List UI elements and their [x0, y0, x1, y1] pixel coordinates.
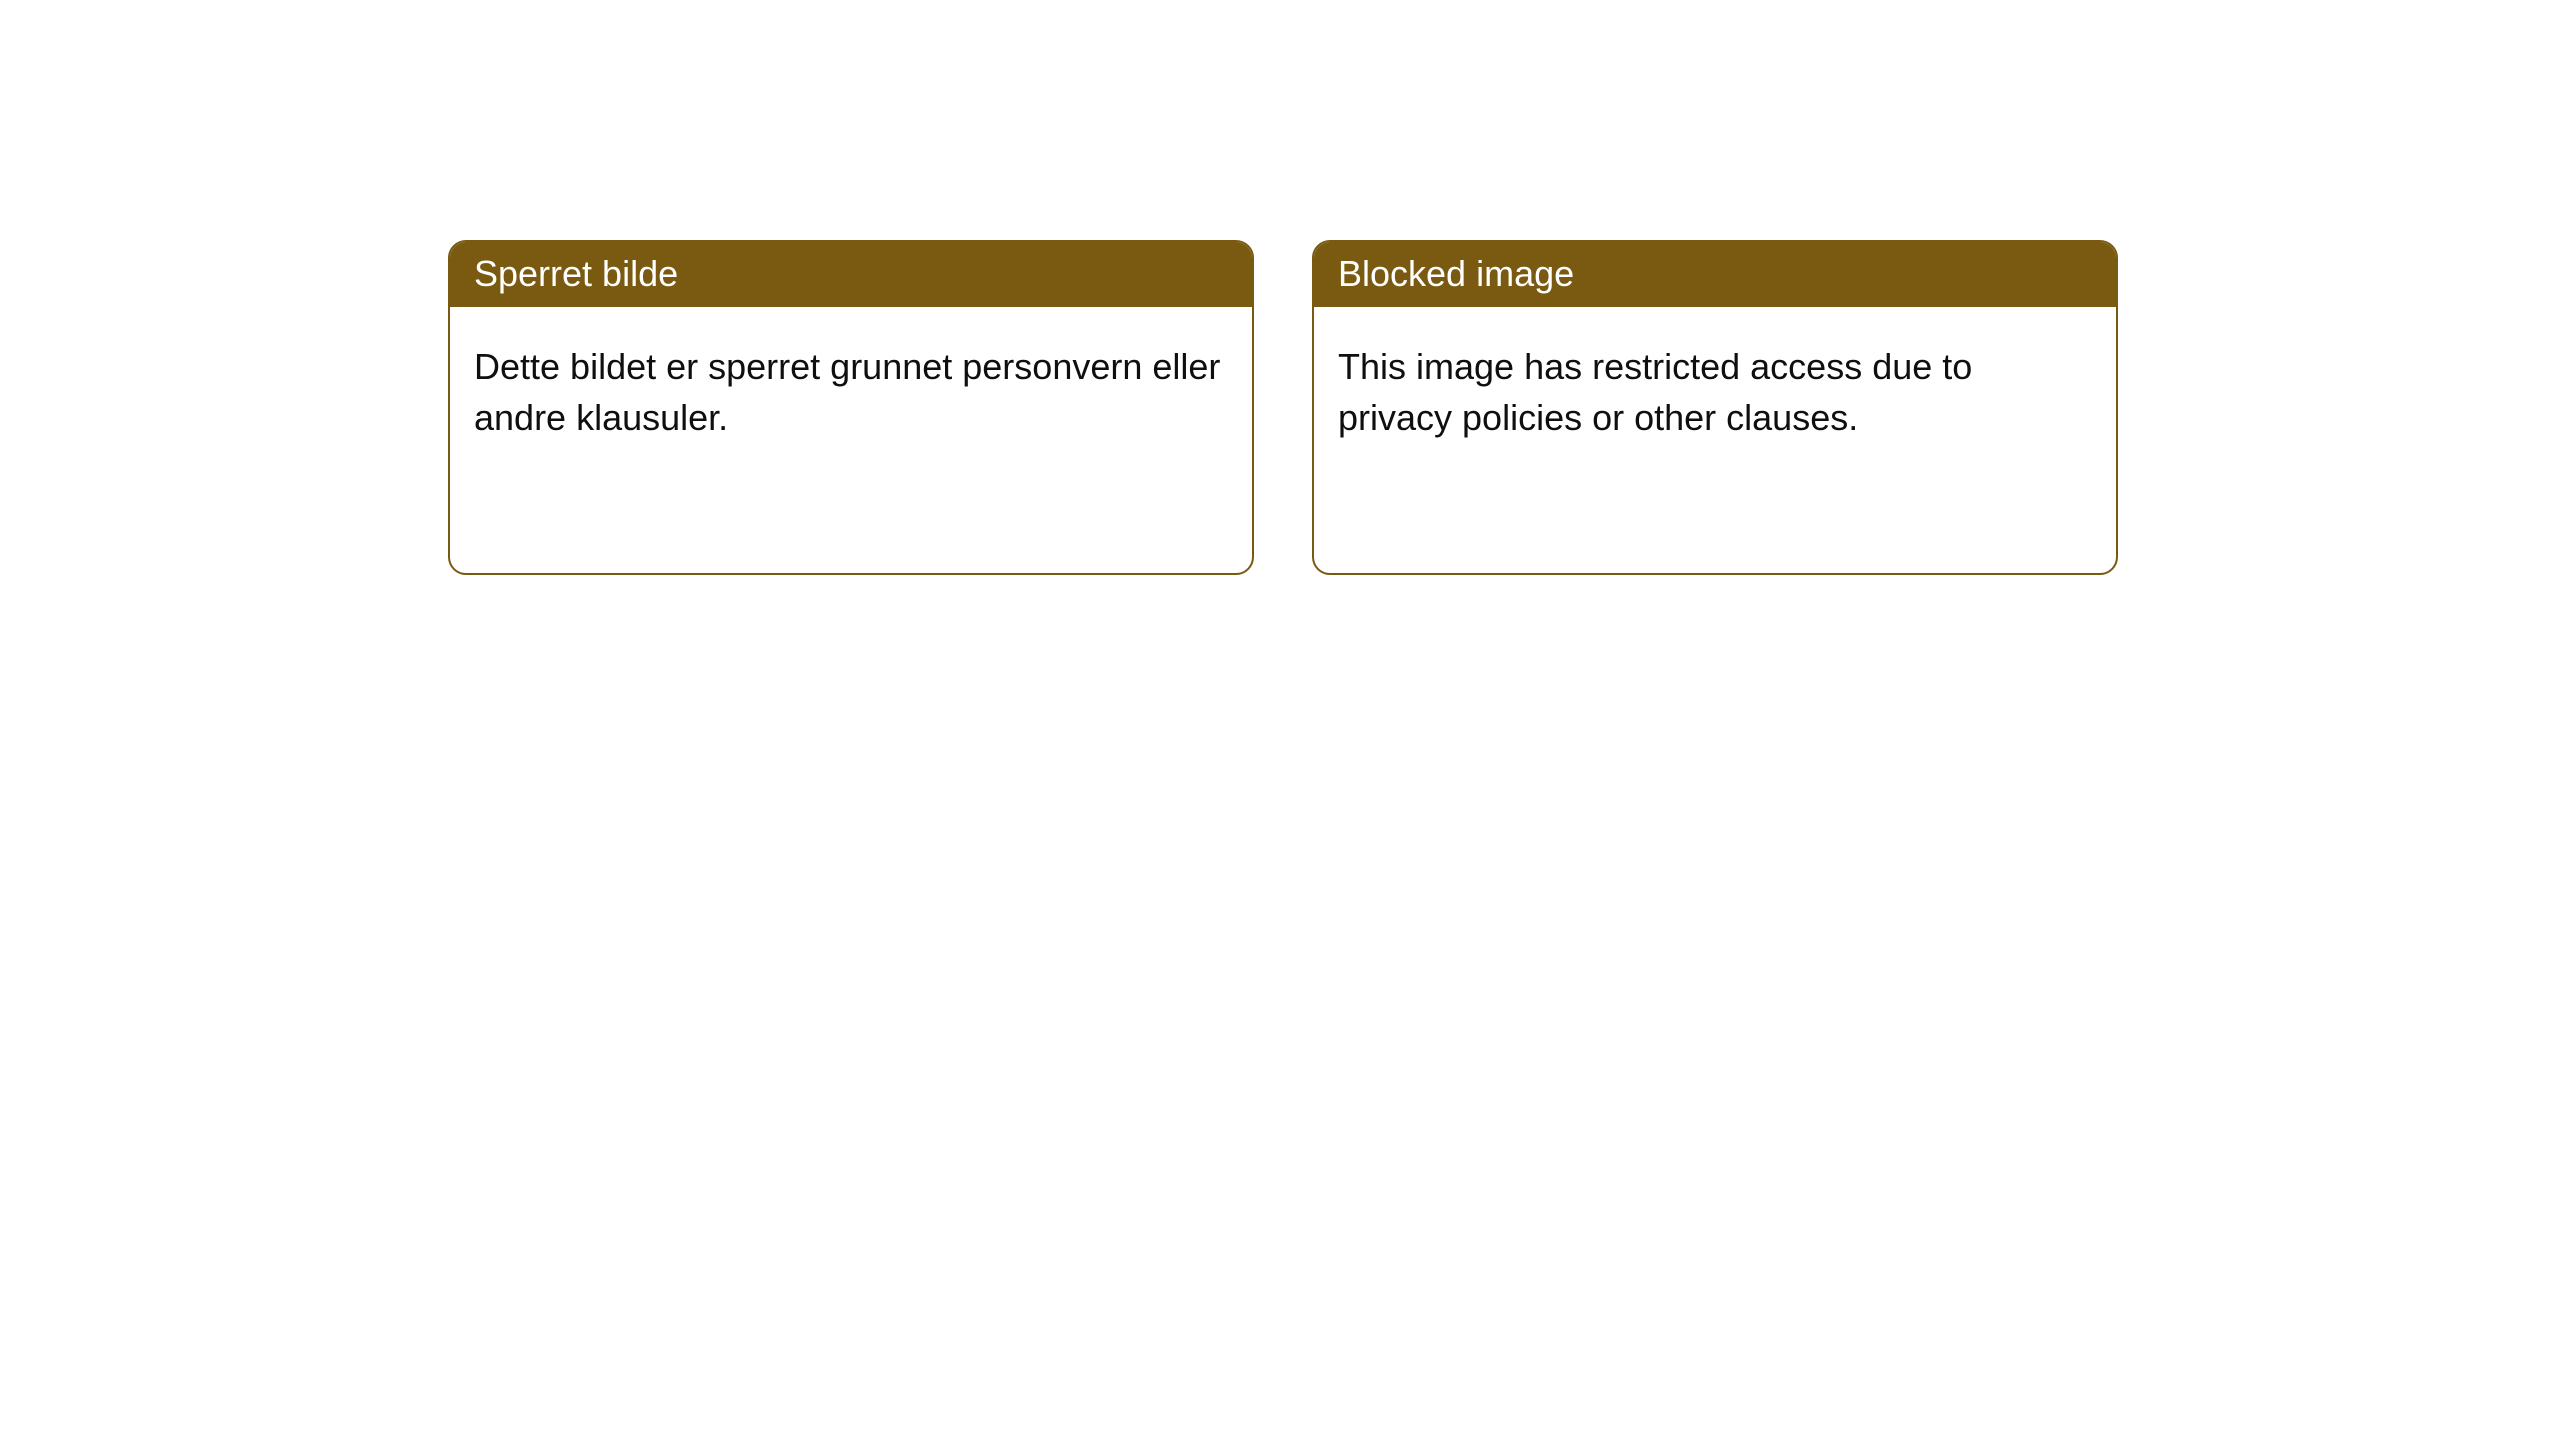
card-body: This image has restricted access due to …	[1314, 307, 2116, 467]
card-header: Sperret bilde	[450, 242, 1252, 307]
blocked-image-card-no: Sperret bilde Dette bildet er sperret gr…	[448, 240, 1254, 575]
card-header: Blocked image	[1314, 242, 2116, 307]
cards-container: Sperret bilde Dette bildet er sperret gr…	[0, 0, 2560, 575]
blocked-image-card-en: Blocked image This image has restricted …	[1312, 240, 2118, 575]
card-body: Dette bildet er sperret grunnet personve…	[450, 307, 1252, 467]
